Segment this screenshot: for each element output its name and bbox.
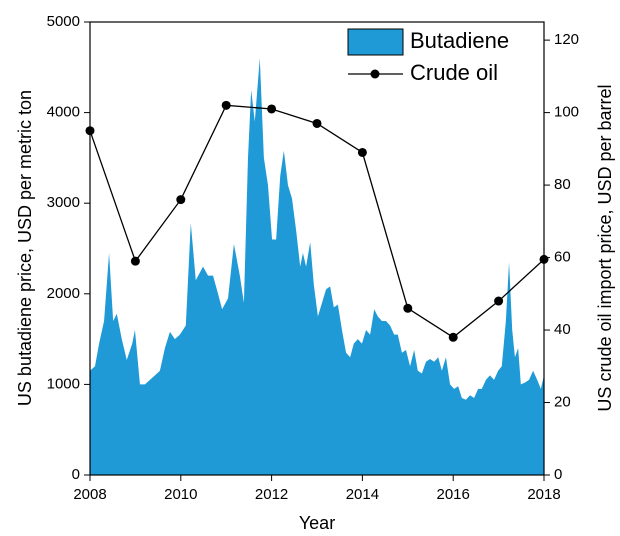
x-tick-label: 2016 xyxy=(437,486,470,503)
line xyxy=(89,104,545,339)
y-tick-label: 5000 xyxy=(47,13,80,30)
marker xyxy=(176,195,186,205)
y-axis-label: US butadiene price, USD per metric ton xyxy=(15,90,35,406)
x-tick-label: 2012 xyxy=(255,486,288,503)
y-tick-label: 0 xyxy=(72,466,80,483)
y-tick-label: 3000 xyxy=(47,194,80,211)
x-tick-label: 2018 xyxy=(527,486,560,503)
x-tick-label: 2008 xyxy=(73,486,106,503)
y2-tick-label: 80 xyxy=(554,176,571,193)
y2-tick-label: 0 xyxy=(554,466,562,483)
x-tick-label: 2010 xyxy=(164,486,197,503)
marker xyxy=(267,104,277,114)
marker xyxy=(403,303,413,313)
marker xyxy=(494,296,504,306)
x-tick-label: 2014 xyxy=(346,486,379,503)
marker xyxy=(357,147,367,157)
y2-tick-label: 120 xyxy=(554,31,579,48)
y2-tick-label: 40 xyxy=(554,321,571,338)
y-tick-label: 2000 xyxy=(47,285,80,302)
y-tick-label: 4000 xyxy=(47,104,80,121)
marker xyxy=(221,100,231,110)
legend-swatch xyxy=(347,28,404,56)
y2-axis-label: US crude oil import price, USD per barre… xyxy=(595,84,615,411)
legend-label: Crude oil xyxy=(410,60,498,85)
area xyxy=(90,58,544,476)
marker xyxy=(448,332,458,342)
x-axis-label: Year xyxy=(299,513,335,533)
marker xyxy=(130,256,140,266)
y-tick-label: 1000 xyxy=(47,375,80,392)
y2-tick-label: 60 xyxy=(554,249,571,266)
y2-tick-label: 20 xyxy=(554,393,571,410)
legend-marker xyxy=(370,69,380,79)
y2-tick-label: 100 xyxy=(554,104,579,121)
marker xyxy=(312,118,322,128)
plot-frame xyxy=(89,21,545,476)
legend-label: Butadiene xyxy=(410,28,509,53)
